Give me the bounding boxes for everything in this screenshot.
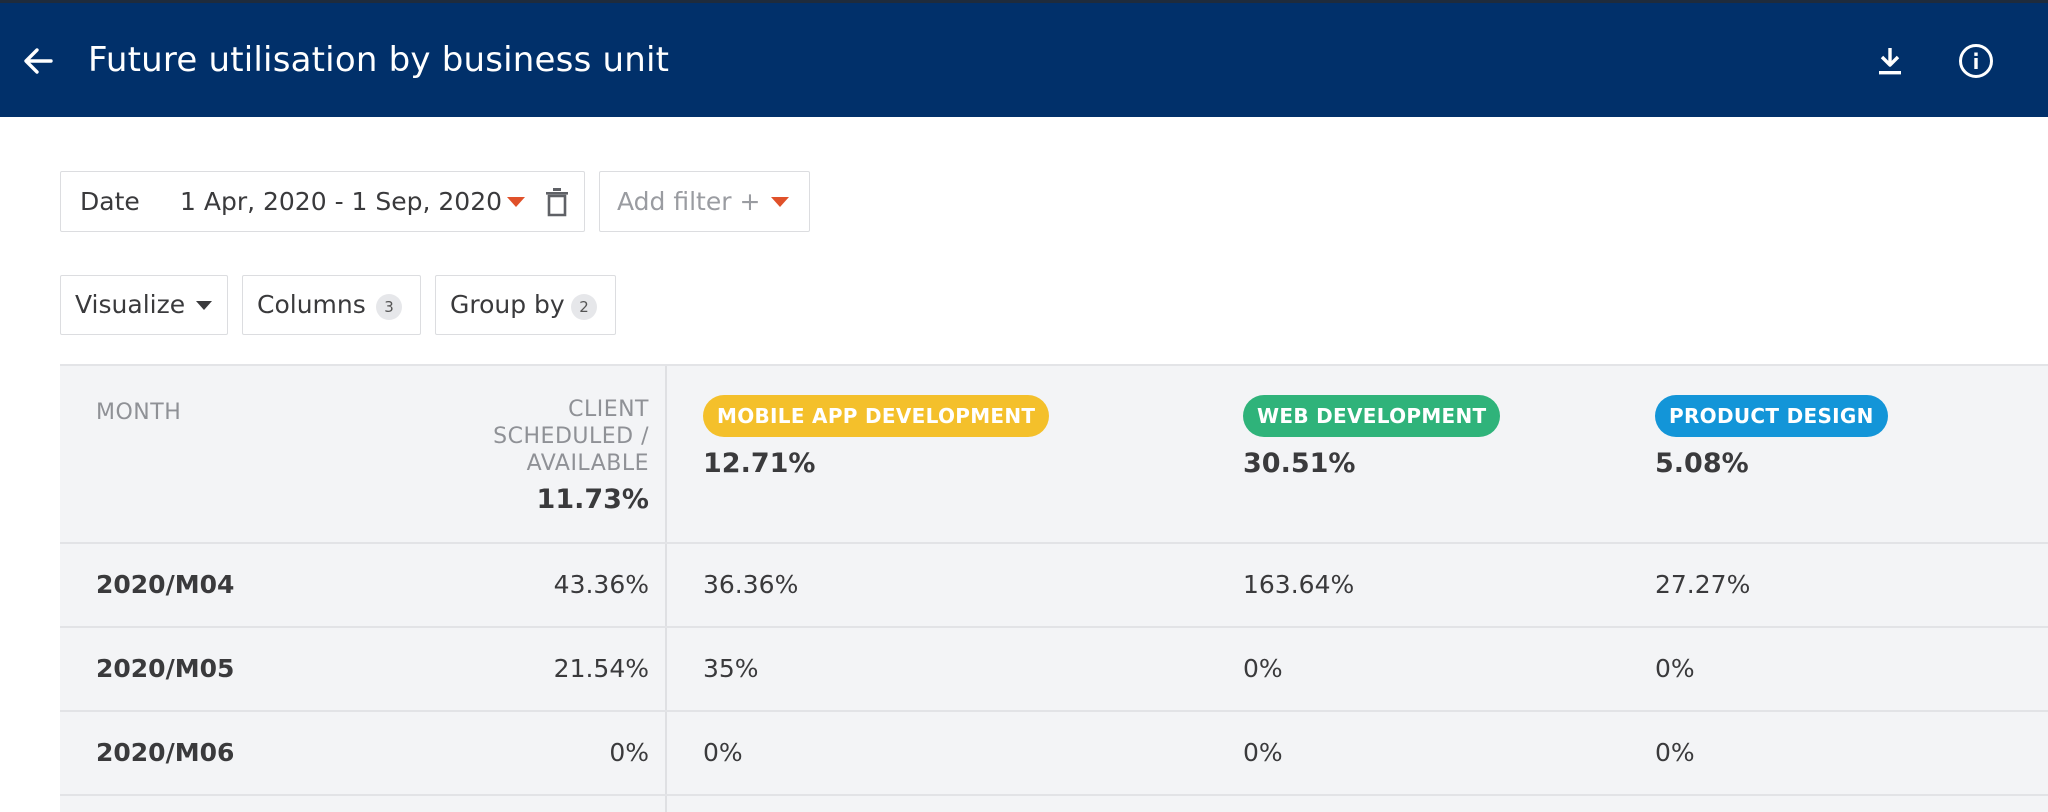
client-header-line: CLIENT bbox=[568, 397, 649, 422]
row-client-total: 0% bbox=[609, 738, 649, 767]
client-total-value: 11.73% bbox=[536, 484, 649, 515]
info-circle-icon bbox=[1959, 44, 1993, 78]
row-cell: 35% bbox=[703, 654, 759, 683]
business-unit-badge[interactable]: WEB DEVELOPMENT bbox=[1243, 395, 1501, 437]
back-button[interactable] bbox=[18, 41, 58, 81]
date-filter-label: Date bbox=[80, 187, 140, 216]
row-divider bbox=[60, 542, 2048, 544]
delete-filter-button[interactable] bbox=[543, 187, 571, 217]
date-range-value[interactable]: 1 Apr, 2020 - 1 Sep, 2020 bbox=[180, 187, 503, 216]
row-client-total: 21.54% bbox=[553, 654, 649, 683]
row-month: 2020/M06 bbox=[96, 738, 235, 767]
row-cell: 0% bbox=[1655, 738, 1695, 767]
row-month: 2020/M05 bbox=[96, 654, 235, 683]
row-month: 2020/M04 bbox=[96, 570, 235, 599]
month-column-header[interactable]: MONTH bbox=[96, 400, 182, 425]
info-button[interactable] bbox=[1958, 43, 1994, 79]
page-title: Future utilisation by business unit bbox=[88, 40, 670, 80]
add-filter-label: Add filter + bbox=[617, 187, 761, 216]
client-header-line: SCHEDULED / bbox=[493, 424, 649, 449]
visualize-label: Visualize bbox=[75, 290, 186, 319]
caret-down-icon bbox=[771, 197, 789, 207]
business-unit-total: 12.71% bbox=[703, 448, 816, 479]
caret-down-icon[interactable] bbox=[507, 197, 525, 207]
columns-button[interactable]: Columns 3 bbox=[242, 275, 421, 335]
window-top-edge bbox=[0, 0, 2048, 3]
arrow-left-icon bbox=[24, 48, 53, 74]
row-cell: 0% bbox=[1655, 654, 1695, 683]
business-unit-total: 5.08% bbox=[1655, 448, 1749, 479]
row-cell: 0% bbox=[1243, 654, 1283, 683]
group-by-button[interactable]: Group by 2 bbox=[435, 275, 616, 335]
download-button[interactable] bbox=[1872, 43, 1908, 79]
trash-icon bbox=[546, 188, 568, 217]
row-divider bbox=[60, 626, 2048, 628]
columns-count-badge: 3 bbox=[376, 294, 402, 320]
download-icon bbox=[1879, 48, 1901, 75]
row-cell: 163.64% bbox=[1243, 570, 1355, 599]
group-by-label: Group by bbox=[450, 290, 565, 319]
page-header: Future utilisation by business unit bbox=[0, 3, 2048, 117]
client-column-header[interactable]: CLIENT SCHEDULED / AVAILABLE bbox=[389, 396, 649, 477]
columns-label: Columns bbox=[257, 290, 366, 319]
business-unit-badge[interactable]: PRODUCT DESIGN bbox=[1655, 395, 1888, 437]
utilisation-table: MONTH CLIENT SCHEDULED / AVAILABLE 11.73… bbox=[60, 364, 2048, 812]
visualize-button[interactable]: Visualize bbox=[60, 275, 228, 335]
business-unit-total: 30.51% bbox=[1243, 448, 1356, 479]
row-divider bbox=[60, 710, 2048, 712]
date-filter[interactable]: Date 1 Apr, 2020 - 1 Sep, 2020 bbox=[60, 171, 585, 232]
add-filter-dropdown[interactable]: Add filter + bbox=[599, 171, 810, 232]
column-divider bbox=[665, 366, 667, 812]
row-cell: 0% bbox=[1243, 738, 1283, 767]
row-cell: 27.27% bbox=[1655, 570, 1751, 599]
row-divider bbox=[60, 794, 2048, 796]
group-by-count-badge: 2 bbox=[571, 294, 597, 320]
row-cell: 36.36% bbox=[703, 570, 799, 599]
client-header-line: AVAILABLE bbox=[526, 451, 649, 476]
row-cell: 0% bbox=[703, 738, 743, 767]
row-client-total: 43.36% bbox=[553, 570, 649, 599]
caret-down-icon bbox=[196, 301, 212, 310]
business-unit-badge[interactable]: MOBILE APP DEVELOPMENT bbox=[703, 395, 1050, 437]
